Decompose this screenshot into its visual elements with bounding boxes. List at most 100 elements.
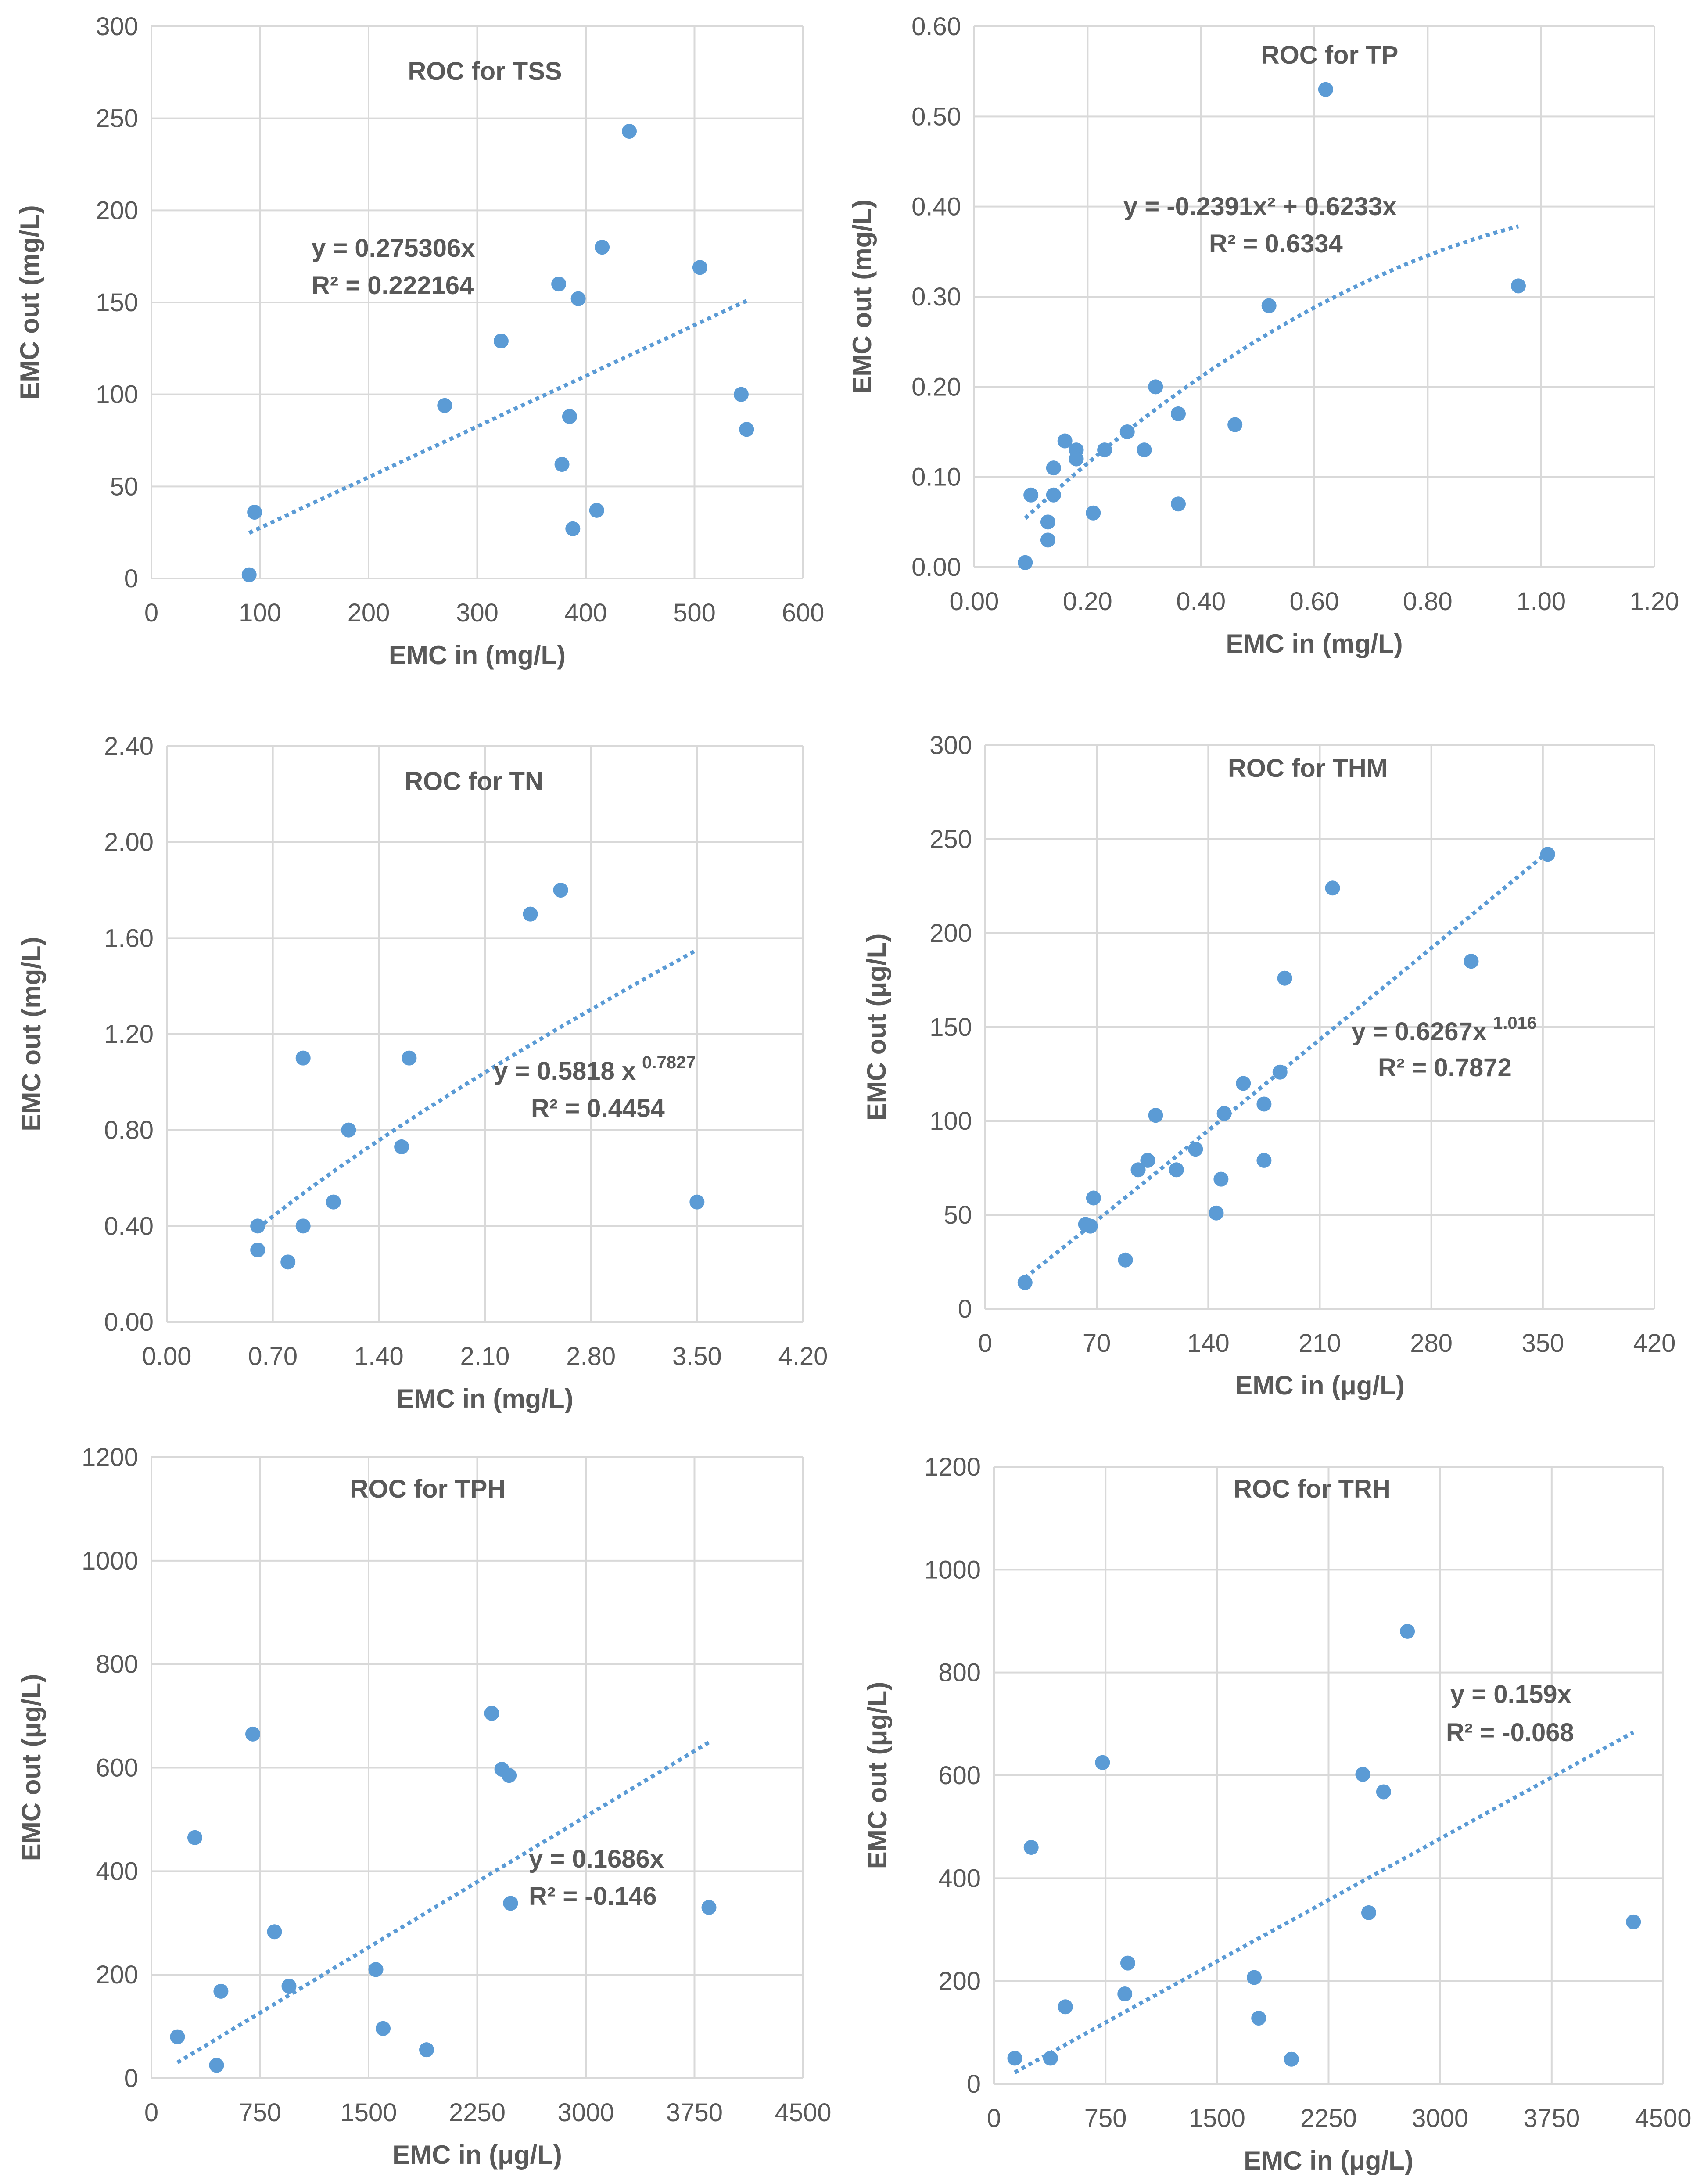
data-point — [484, 1706, 499, 1721]
data-point — [1040, 532, 1055, 548]
data-point — [589, 503, 604, 518]
y-tick-label: 800 — [96, 1650, 138, 1679]
y-tick-label: 100 — [929, 1107, 972, 1135]
data-point — [213, 1983, 229, 1999]
x-tick-label: 2.80 — [566, 1342, 616, 1371]
chart-3: 0.00 0.70 1.40 2.10 2.80 3.50 4.20 0.00 0.40 0.80… — [17, 732, 828, 1413]
r-squared-label: R² = 0.4454 — [531, 1094, 665, 1123]
x-tick-label: 750 — [239, 2098, 281, 2127]
data-point — [368, 1962, 384, 1977]
chart-title: ROC for THM — [1228, 754, 1388, 783]
data-point — [1216, 1106, 1232, 1121]
y-tick-label: 400 — [96, 1857, 138, 1886]
trendline — [176, 1740, 710, 2065]
x-tick-label: 2250 — [449, 2098, 506, 2127]
x-tick-label: 70 — [1083, 1329, 1111, 1358]
data-point — [493, 334, 509, 349]
y-tick-label: 0.20 — [911, 373, 961, 401]
x-tick-label: 0.40 — [1176, 587, 1226, 616]
data-point — [1272, 1064, 1288, 1080]
data-point — [1130, 1162, 1146, 1178]
y-tick-label: 300 — [96, 12, 138, 41]
data-point — [565, 521, 581, 536]
data-point — [250, 1218, 265, 1234]
x-tick-label: 0 — [987, 2104, 1001, 2133]
trendline-equation: y = 0.1686x — [529, 1845, 664, 1873]
data-point — [1046, 460, 1061, 476]
r-squared-label: R² = 0.6334 — [1209, 230, 1343, 258]
x-tick-label: 280 — [1410, 1329, 1453, 1358]
x-tick-label: 3750 — [666, 2098, 723, 2127]
x-axis-label: EMC in (mg/L) — [396, 1384, 573, 1413]
x-tick-label: 420 — [1633, 1329, 1676, 1358]
data-point — [1256, 1153, 1272, 1168]
y-tick-label: 50 — [110, 472, 138, 501]
data-point — [1117, 1986, 1133, 2001]
x-tick-label: 1500 — [1189, 2104, 1245, 2133]
x-axis-label: EMC in (μg/L) — [1244, 2146, 1413, 2175]
trendline-equation: y = 0.275306x — [312, 234, 475, 262]
chart-5: 0 750 1500 2250 3000 3750 4500 0 200 400 600 800 100… — [17, 1443, 832, 2170]
x-tick-label: 600 — [782, 599, 825, 627]
equation-exponent: 0.7827 — [642, 1053, 696, 1072]
y-axis-label: EMC out (μg/L) — [862, 934, 891, 1121]
r-squared-label: R² = 0.222164 — [312, 271, 474, 300]
data-point — [1119, 424, 1135, 439]
data-point — [570, 291, 586, 306]
data-point — [1058, 1999, 1073, 2015]
data-point — [187, 1830, 202, 1845]
y-tick-label: 50 — [943, 1201, 972, 1229]
x-tick-label: 0.60 — [1290, 587, 1339, 616]
x-tick-label: 500 — [673, 599, 716, 627]
x-tick-label: 0.00 — [950, 587, 999, 616]
x-tick-label: 3750 — [1523, 2104, 1580, 2133]
y-tick-label: 0 — [124, 2064, 138, 2093]
y-tick-label: 2.40 — [104, 732, 154, 761]
data-point — [281, 1979, 297, 1994]
data-point — [1118, 1252, 1133, 1268]
data-point — [1148, 1108, 1163, 1123]
x-tick-label: 3.50 — [672, 1342, 722, 1371]
data-point — [502, 1768, 517, 1783]
data-point — [341, 1122, 356, 1138]
y-tick-label: 200 — [96, 1961, 138, 1989]
data-point — [1069, 451, 1084, 467]
x-tick-label: 750 — [1084, 2104, 1127, 2133]
x-axis-label: EMC in (mg/L) — [389, 640, 566, 670]
data-point — [1318, 82, 1333, 97]
data-point — [170, 2029, 185, 2044]
x-axis-label: EMC in (mg/L) — [1226, 629, 1403, 658]
x-tick-label: 0.00 — [142, 1342, 192, 1371]
y-tick-label: 1200 — [82, 1443, 138, 1472]
data-point — [1040, 514, 1055, 530]
data-point — [1247, 1970, 1262, 1985]
y-tick-label: 0 — [958, 1295, 972, 1323]
data-point — [1209, 1205, 1224, 1221]
y-tick-label: 0 — [124, 564, 138, 593]
x-tick-label: 3000 — [557, 2098, 614, 2127]
data-point — [1376, 1784, 1391, 1800]
data-point — [1361, 1905, 1376, 1920]
data-point — [1140, 1153, 1155, 1168]
data-point — [1083, 1218, 1098, 1234]
data-point — [739, 422, 754, 437]
data-point — [553, 883, 568, 898]
data-point — [1400, 1624, 1415, 1639]
data-point — [1095, 1755, 1110, 1770]
data-point — [1188, 1142, 1203, 1157]
x-tick-label: 1.20 — [1630, 587, 1679, 616]
x-axis-label: EMC in (μg/L) — [1235, 1371, 1405, 1400]
x-tick-label: 400 — [565, 599, 607, 627]
x-tick-label: 350 — [1521, 1329, 1564, 1358]
y-tick-label: 0.30 — [911, 283, 961, 311]
data-point — [209, 2058, 224, 2073]
data-point — [1171, 406, 1186, 421]
r-squared-label: R² = 0.7872 — [1378, 1053, 1512, 1082]
x-tick-label: 0.20 — [1063, 587, 1112, 616]
x-axis-label: EMC in (μg/L) — [392, 2140, 562, 2170]
data-point — [692, 260, 707, 275]
y-tick-label: 0.00 — [104, 1308, 154, 1336]
data-point — [1236, 1076, 1251, 1091]
data-point — [1464, 954, 1479, 969]
